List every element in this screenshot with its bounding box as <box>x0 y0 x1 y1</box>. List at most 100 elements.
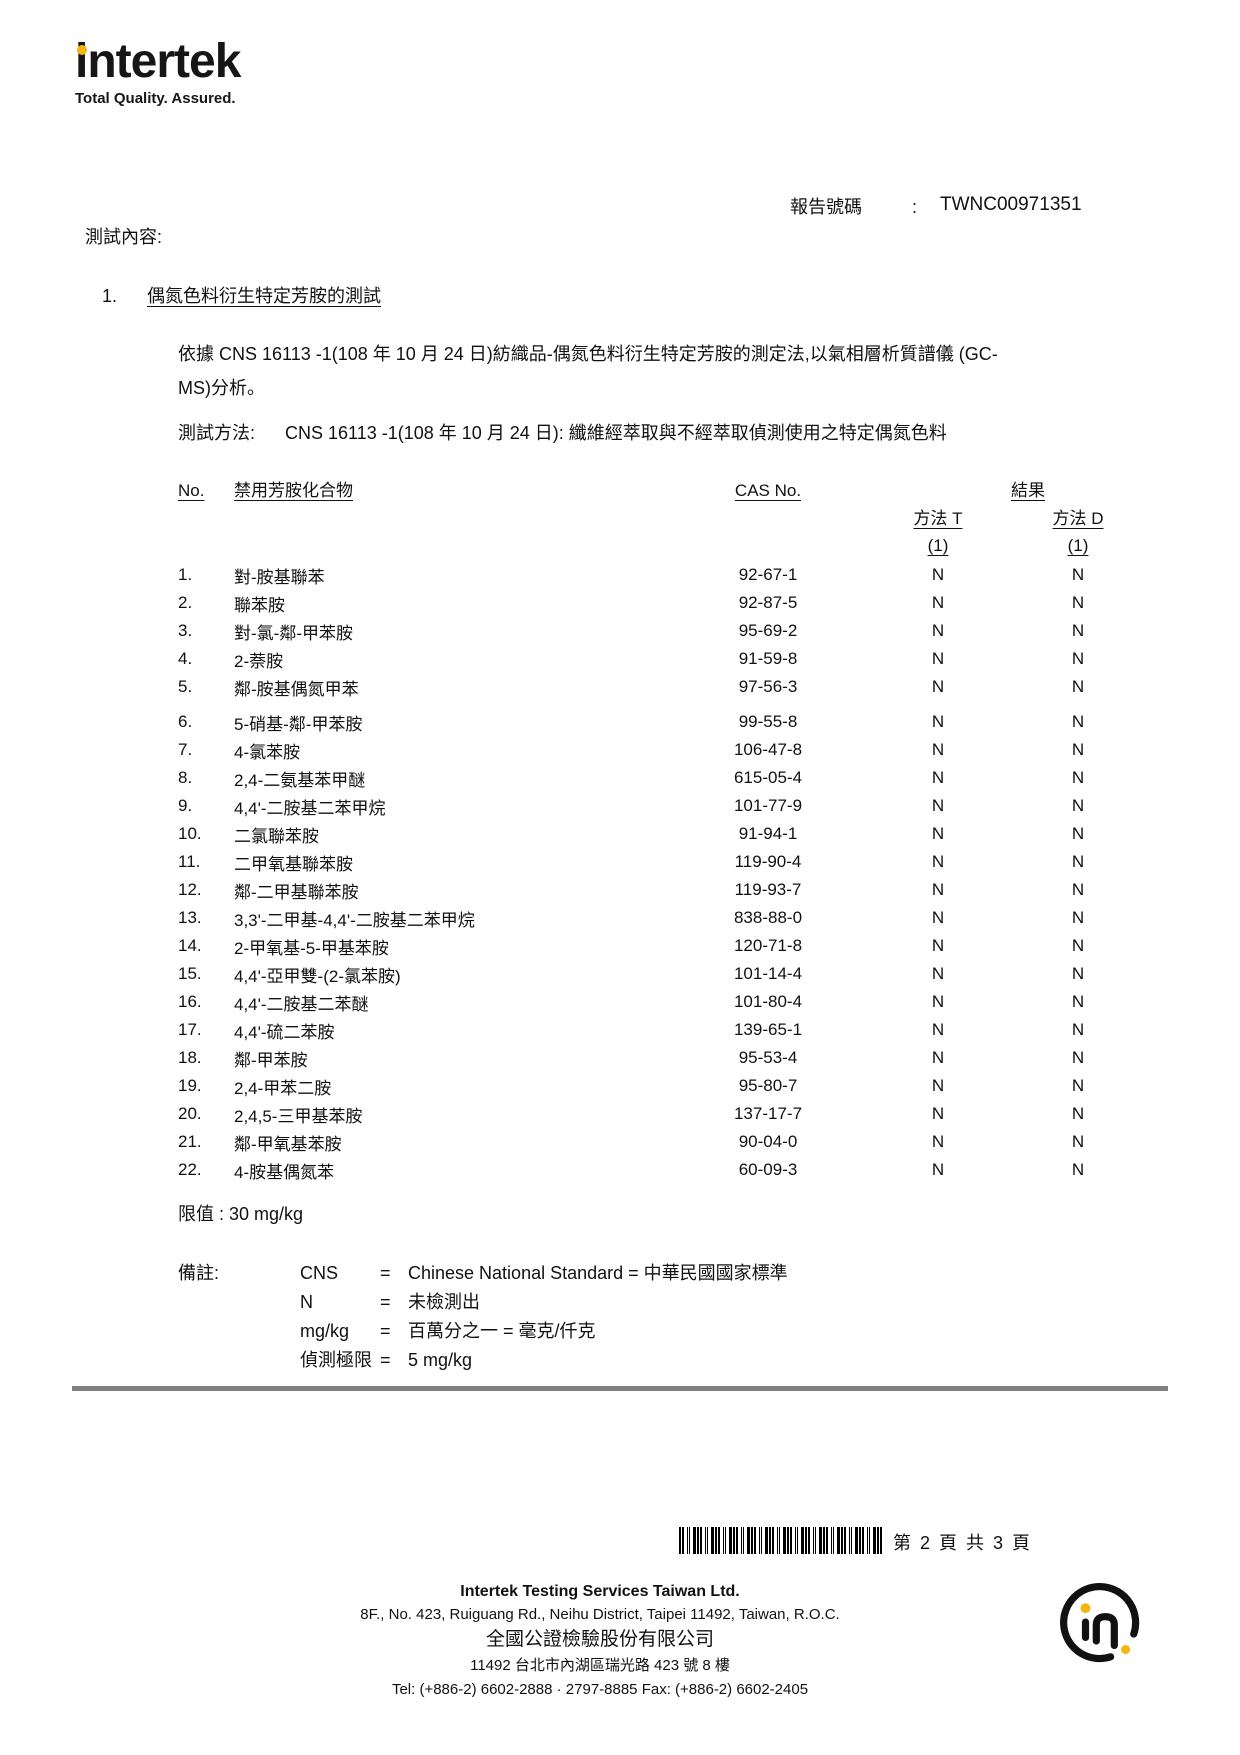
cell-compound: 鄰-甲氧基苯胺 <box>234 1134 342 1154</box>
cell-method-d: N <box>1071 593 1085 612</box>
cell-cas: 95-80-7 <box>738 1076 798 1095</box>
table-row: 5. 鄰-胺基偶氮甲苯 97-56-3 N N <box>178 673 1168 701</box>
cell-compound: 4-胺基偶氮苯 <box>234 1162 335 1182</box>
cell-no: 16. <box>178 992 202 1011</box>
cell-method-t: N <box>931 593 945 612</box>
cell-no: 2. <box>178 593 193 612</box>
cell-method-d: N <box>1071 936 1085 955</box>
cell-method-d: N <box>1071 1132 1085 1151</box>
cell-cas: 92-67-1 <box>738 565 798 584</box>
cell-compound: 二甲氧基聯苯胺 <box>234 854 353 874</box>
cell-no: 22. <box>178 1160 202 1179</box>
cell-compound: 4,4'-二胺基二苯甲烷 <box>234 798 386 818</box>
cell-method-t: N <box>931 1048 945 1067</box>
cell-method-t: N <box>931 908 945 927</box>
cell-compound: 2,4-二氨基苯甲醚 <box>234 770 366 790</box>
cell-method-t: N <box>931 880 945 899</box>
cell-compound: 鄰-二甲基聯苯胺 <box>234 882 359 902</box>
cell-no: 20. <box>178 1104 202 1123</box>
table-subheader-note-row: (1) (1) <box>178 533 1168 559</box>
cell-method-d: N <box>1071 1104 1085 1123</box>
table-row: 15. 4,4'-亞甲雙-(2-氯苯胺) 101-14-4 N N <box>178 960 1168 988</box>
cell-method-t: N <box>931 740 945 759</box>
section-index: 1. <box>102 286 118 306</box>
note-term: 偵測極限 <box>300 1350 372 1370</box>
table-row: 20. 2,4,5-三甲基苯胺 137-17-7 N N <box>178 1100 1168 1128</box>
cell-no: 19. <box>178 1076 202 1095</box>
cell-compound: 3,3'-二甲基-4,4'-二胺基二苯甲烷 <box>234 910 475 930</box>
cell-cas: 139-65-1 <box>733 1020 803 1039</box>
intertek-wordmark: intertek <box>75 38 241 86</box>
cell-method-t: N <box>931 1160 945 1179</box>
table-row: 6. 5-硝基-鄰-甲苯胺 99-55-8 N N <box>178 708 1168 736</box>
note-equals: = <box>380 1263 391 1283</box>
cell-method-t: N <box>931 1104 945 1123</box>
cell-compound: 4,4'-二胺基二苯醚 <box>234 994 369 1014</box>
table-row: 11. 二甲氧基聯苯胺 119-90-4 N N <box>178 848 1168 876</box>
cell-cas: 95-69-2 <box>738 621 798 640</box>
cell-no: 12. <box>178 880 202 899</box>
cell-method-t: N <box>931 677 945 696</box>
header-cas: CAS No. <box>734 480 802 500</box>
cell-method-t: N <box>931 964 945 983</box>
cell-no: 15. <box>178 964 202 983</box>
cell-method-d: N <box>1071 1048 1085 1067</box>
cell-method-t: N <box>931 1076 945 1095</box>
note-definition: 5 mg/kg <box>408 1350 473 1370</box>
footer-tel-fax: Tel: (+886-2) 6602-2888 · 2797-8885 Fax:… <box>391 1681 809 1698</box>
cell-method-t: N <box>931 1132 945 1151</box>
cell-no: 5. <box>178 677 193 696</box>
yellow-i-dot-icon <box>77 45 87 55</box>
header-compound: 禁用芳胺化合物 <box>234 480 353 500</box>
cell-method-d: N <box>1071 1076 1085 1095</box>
footer-address-zh: 11492 台北市內湖區瑞光路 423 號 8 樓 <box>470 1657 730 1674</box>
cell-method-d: N <box>1071 964 1085 983</box>
table-row: 8. 2,4-二氨基苯甲醚 615-05-4 N N <box>178 764 1168 792</box>
test-method-line: 測試方法: CNS 16113 -1(108 年 10 月 24 日): 纖維經… <box>178 422 1178 445</box>
section-description: 依據 CNS 16113 -1(108 年 10 月 24 日)紡織品-偶氮色料… <box>178 337 1078 405</box>
cell-no: 11. <box>178 852 201 871</box>
cell-cas: 119-90-4 <box>734 852 802 871</box>
note-term: CNS <box>300 1263 339 1283</box>
cell-no: 1. <box>178 565 193 584</box>
cell-method-d: N <box>1071 992 1085 1011</box>
section-description-line2: MS)分析。 <box>178 378 265 398</box>
cell-no: 14. <box>178 936 202 955</box>
cell-method-d: N <box>1071 1160 1085 1179</box>
roundel-yellow-dot <box>1121 1645 1131 1655</box>
logo-tagline: Total Quality. Assured. <box>75 90 236 107</box>
cell-no: 8. <box>178 768 193 787</box>
cell-method-d: N <box>1071 796 1085 815</box>
cell-compound: 對-氯-鄰-甲苯胺 <box>234 623 353 643</box>
cell-compound: 聯苯胺 <box>234 595 285 615</box>
table-row: 19. 2,4-甲苯二胺 95-80-7 N N <box>178 1072 1168 1100</box>
table-row: 16. 4,4'-二胺基二苯醚 101-80-4 N N <box>178 988 1168 1016</box>
cell-method-t: N <box>931 1020 945 1039</box>
report-number-colon: : <box>912 197 918 217</box>
cell-no: 10. <box>178 824 202 843</box>
report-number-value: TWNC00971351 <box>940 194 1082 215</box>
cell-compound: 對-胺基聯苯 <box>234 567 325 587</box>
cell-method-t: N <box>931 852 945 871</box>
section-divider <box>72 1386 1168 1391</box>
roundel-i-dot <box>1080 1603 1091 1614</box>
header-method-t: 方法 T <box>913 508 963 528</box>
intertek-roundel-icon <box>1060 1582 1140 1663</box>
cell-cas: 137-17-7 <box>733 1104 803 1123</box>
cell-cas: 91-59-8 <box>738 649 798 668</box>
cell-compound: 4,4'-亞甲雙-(2-氯苯胺) <box>234 966 401 986</box>
cell-cas: 615-05-4 <box>733 768 803 787</box>
cell-no: 17. <box>178 1020 202 1039</box>
table-row: 10. 二氯聯苯胺 91-94-1 N N <box>178 820 1168 848</box>
cell-method-t: N <box>931 992 945 1011</box>
cell-method-d: N <box>1071 908 1085 927</box>
cell-method-d: N <box>1071 649 1085 668</box>
cell-cas: 60-09-3 <box>738 1160 798 1179</box>
note-term: N <box>300 1292 313 1312</box>
cell-method-d: N <box>1071 880 1085 899</box>
section-description-line1: 依據 CNS 16113 -1(108 年 10 月 24 日)紡織品-偶氮色料… <box>178 344 998 364</box>
footer: Intertek Testing Services Taiwan Ltd. 8F… <box>150 1580 1050 1701</box>
cell-no: 13. <box>178 908 202 927</box>
table-header-row: No. 禁用芳胺化合物 CAS No. 結果 <box>178 477 1168 505</box>
cell-compound: 鄰-胺基偶氮甲苯 <box>234 679 359 699</box>
